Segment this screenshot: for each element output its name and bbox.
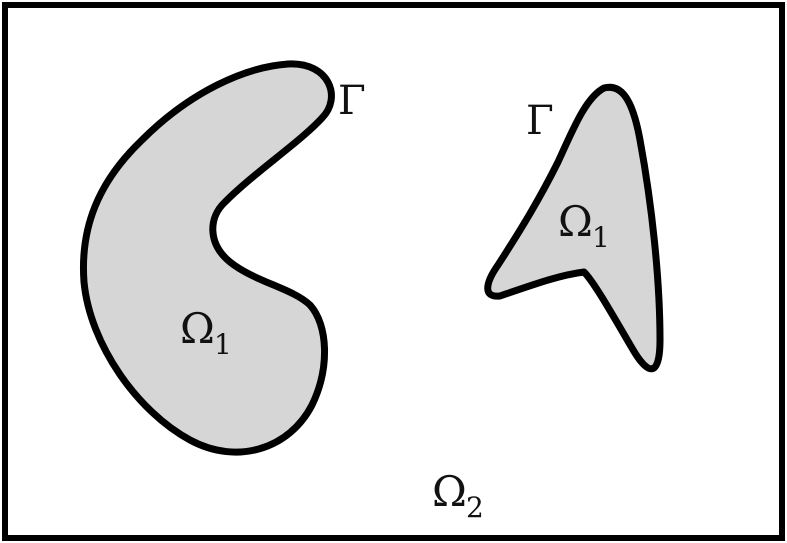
gamma-label-left: Γ xyxy=(338,78,366,124)
omega2-label: Ω 2 xyxy=(432,467,484,524)
omega1-right-base: Ω xyxy=(558,197,593,246)
left-region-omega1 xyxy=(79,60,335,456)
gamma-label-right: Γ xyxy=(526,98,554,144)
omega1-left-subscript: 1 xyxy=(214,328,232,361)
right-region-omega1 xyxy=(484,83,664,373)
omega1-label-right: Ω 1 xyxy=(558,197,610,254)
omega2-base: Ω xyxy=(432,467,467,516)
omega1-right-subscript: 1 xyxy=(592,221,610,254)
omega1-label-left: Ω 1 xyxy=(180,304,232,361)
omega2-subscript: 2 xyxy=(466,491,484,524)
omega1-left-base: Ω xyxy=(180,304,215,353)
